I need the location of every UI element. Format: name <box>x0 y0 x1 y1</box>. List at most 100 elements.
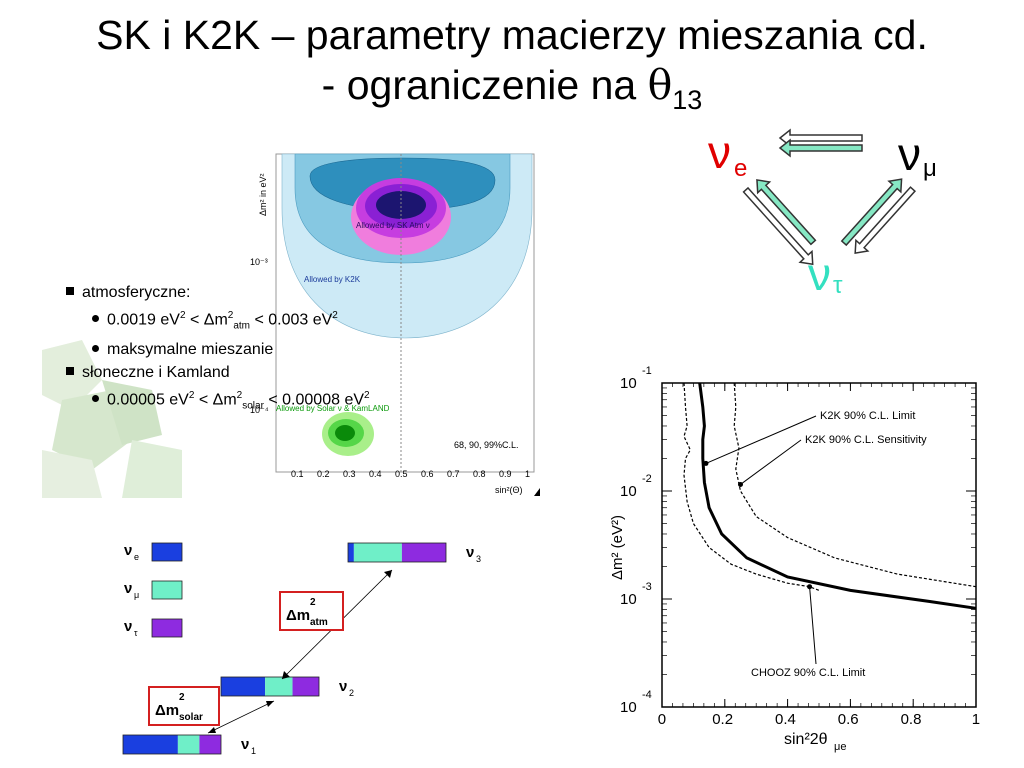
mass-state-segment <box>401 543 446 562</box>
decorative-cubes <box>42 340 182 498</box>
contour-xtick-label: 0.5 <box>395 469 408 479</box>
y-tick-label-base: 10 <box>620 591 637 608</box>
legend-label-flavor: τ <box>134 628 138 638</box>
nu-e-subscript: e <box>734 155 747 182</box>
y-tick-label-base: 10 <box>620 699 637 716</box>
mass-state-segment <box>265 677 293 696</box>
bullet-dot <box>92 315 99 323</box>
contour-xtick-label: 0.9 <box>499 469 512 479</box>
delta-m-solar-sup: 2 <box>179 692 185 703</box>
box-delta-m-solar <box>148 686 220 726</box>
annotation-pointer <box>705 415 817 464</box>
label-solar-allowed: Allowed by Solar ν & KamLAND <box>276 404 390 413</box>
label-sk-allowed: Allowed by SK Atm ν <box>356 221 430 230</box>
x-tick-label: 0.2 <box>712 711 733 728</box>
theta-symbol: θ <box>647 61 673 109</box>
contour-xtick-label: 0.8 <box>473 469 486 479</box>
legend-label-nu: ν <box>124 618 132 635</box>
contour-xtick-label: 0.4 <box>369 469 382 479</box>
mass-state-subscript: 3 <box>476 554 481 564</box>
chart-xlabel-sub: μe <box>834 741 846 753</box>
y-tick-label-base: 10 <box>620 375 637 392</box>
nu-tau-subscript: τ <box>833 272 843 299</box>
flavor-legend: ν eν μν τ <box>124 542 183 638</box>
contour-ylabel: Δm² in eV² <box>258 173 268 216</box>
bullet-dot <box>92 394 99 402</box>
bullet-max-mixing: maksymalne mieszanie <box>62 338 370 361</box>
delta-m-atm-sup: 2 <box>310 597 316 608</box>
mass-state-subscript: 2 <box>349 688 354 698</box>
x-tick-label: 0.6 <box>838 711 859 728</box>
arrow-atm-head-low <box>282 671 290 679</box>
nu-e-symbol: ν <box>708 126 731 178</box>
mass-state-frame <box>347 542 447 563</box>
annotation-pointer <box>740 439 802 485</box>
series-curve <box>683 382 820 591</box>
bullet-square <box>66 366 74 375</box>
legend-label-flavor: μ <box>134 590 139 600</box>
nu-tau-symbol: ν <box>808 248 831 300</box>
series-curve <box>698 382 977 610</box>
contour-xtick-label: 0.7 <box>447 469 460 479</box>
contour-xticks: 0.1 0.2 0.3 0.4 0.5 0.6 0.7 0.8 0.9 1 <box>291 469 530 479</box>
mass-state-segment <box>177 735 200 754</box>
legend-label-flavor: e <box>134 552 139 562</box>
theta-subscript: 13 <box>672 85 703 115</box>
arrow-mu-to-e <box>778 128 863 158</box>
annotation-arrowhead <box>807 584 813 590</box>
contour-xtick-label: 0.2 <box>317 469 330 479</box>
series-curve <box>733 382 977 588</box>
annotation-label: K2K 90% C.L. Sensitivity <box>805 434 927 446</box>
chart-xlabel: sin²2θ <box>784 731 828 748</box>
delta-m-atm-main: Δm <box>286 607 310 624</box>
legend-swatch <box>151 618 183 638</box>
contour-xlabel: sin²(Θ) <box>495 485 523 495</box>
mass-state-segment <box>348 543 354 562</box>
nu-mu-subscript: μ <box>923 155 937 182</box>
mass-hierarchy-diagram: ν eν μν τ ν 3ν 2ν 1 Δm 2 atm Δm 2 solar <box>122 542 481 756</box>
contour-xtick-label: 1 <box>525 469 530 479</box>
mass-state-segment <box>199 735 221 754</box>
x-tick-label: 0 <box>658 711 666 728</box>
mass-state-frame <box>122 734 222 755</box>
mass-state-segment <box>292 677 319 696</box>
contour-xtick-label: 0.6 <box>421 469 434 479</box>
arrow-solar <box>207 700 275 734</box>
delta-m-atm-sub: atm <box>310 617 328 628</box>
arrow-e-tau <box>742 179 817 266</box>
x-tick-label: 0.4 <box>775 711 796 728</box>
corner-marker <box>534 488 540 496</box>
title-line-2-prefix: - ograniczenie na <box>321 62 648 108</box>
title-line-2: - ograniczenie na θ13 <box>0 60 1024 125</box>
label-k2k-allowed: Allowed by K2K <box>304 275 361 284</box>
chart-ylabel: Δm² (eV²) <box>609 515 626 580</box>
chart-frame <box>661 382 977 708</box>
label-confidence-levels: 68, 90, 99%C.L. <box>454 440 519 450</box>
mass-states: ν 3ν 2ν 1 <box>122 542 481 756</box>
bullet-solar: słoneczne i Kamland <box>62 361 370 384</box>
y-tick-label-exp: -3 <box>642 581 652 593</box>
x-tick-label: 0.8 <box>901 711 922 728</box>
mass-state-segment <box>123 735 178 754</box>
solar-region-68 <box>335 425 355 441</box>
slide-title: SK i K2K – parametry macierzy mieszania … <box>0 10 1024 125</box>
mass-state-segment <box>221 677 266 696</box>
y-tick-label-exp: -2 <box>642 473 652 485</box>
sk-region-core <box>376 191 426 219</box>
y-tick-label-exp: -1 <box>642 365 652 377</box>
chart-series <box>683 382 977 610</box>
contour-ytick-1e-4: 10⁻⁴ <box>250 405 269 415</box>
appearance-limit-chart: 0 0.2 0.4 0.6 0.8 1 10 -1 10 -2 10 -3 10 -4 K2K 90% C… <box>609 365 980 753</box>
mass-state-label: ν <box>339 678 347 695</box>
annotation-label: K2K 90% C.L. Limit <box>820 410 915 422</box>
mass-state-label: ν <box>241 736 249 753</box>
bullet-square <box>66 287 74 295</box>
annotation-arrowhead <box>738 481 743 487</box>
annotation-pointer <box>809 586 817 665</box>
nu-mu-symbol: ν <box>898 128 921 180</box>
mass-state-subscript: 1 <box>251 746 256 756</box>
bullet-solar-range: 0.00005 eV2 < Δm2solar < 0.00008 eV2 <box>62 384 370 418</box>
oscillation-contour-plot: Δm² in eV² 10⁻³ 10⁻⁴ Allowed by SK Atm ν… <box>250 153 540 496</box>
arrow-solar-head-high <box>266 701 274 707</box>
mass-state-frame <box>220 676 320 697</box>
